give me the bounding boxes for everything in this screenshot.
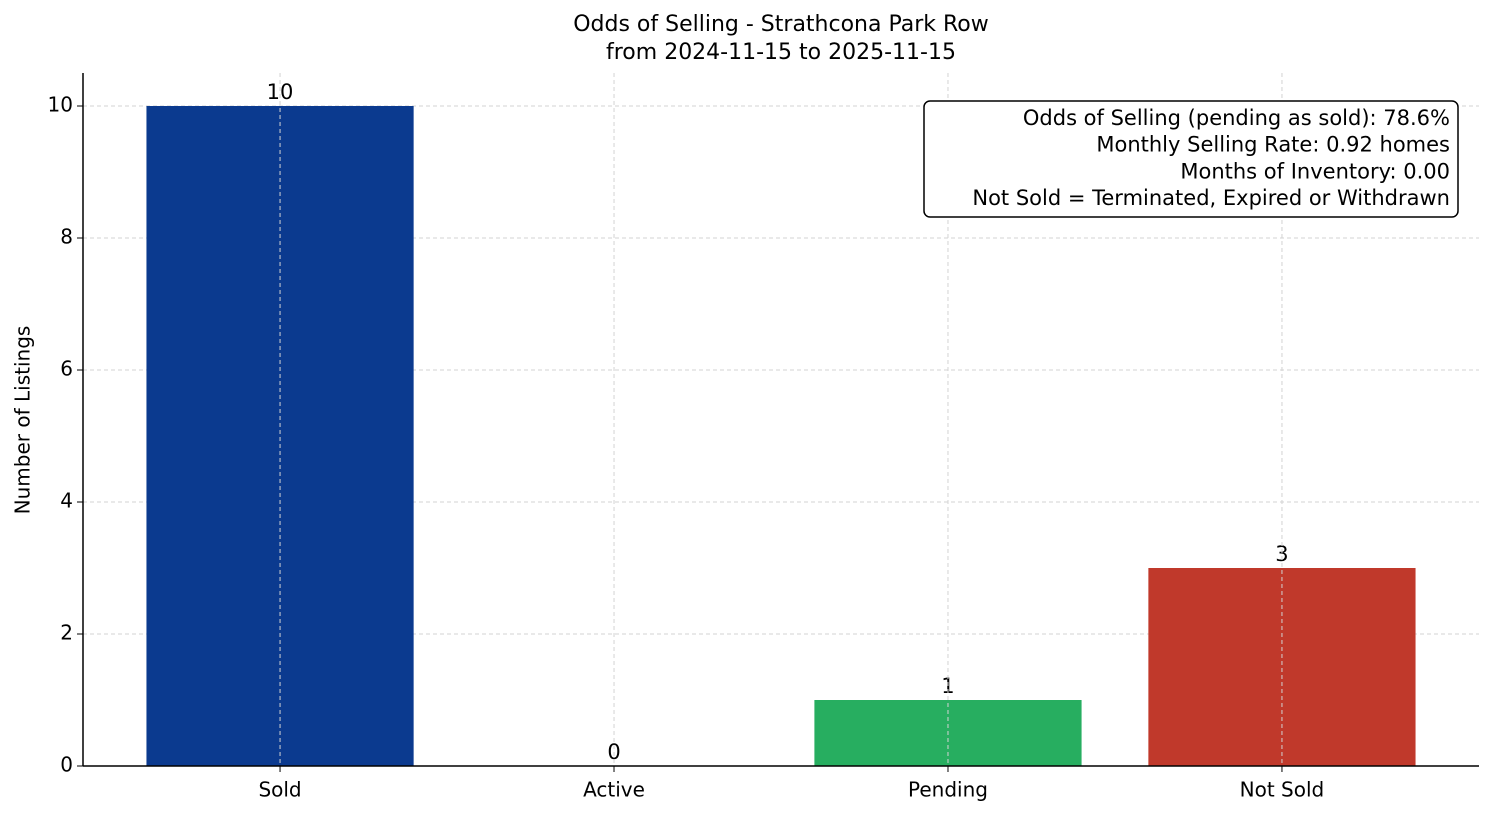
y-tick-label: 6	[60, 357, 73, 381]
y-tick-label: 8	[60, 225, 73, 249]
chart-title: Odds of Selling - Strathcona Park Row	[573, 12, 989, 37]
value-label: 3	[1275, 542, 1288, 566]
annotation-box	[923, 100, 1459, 218]
chart-subtitle: from 2024-11-15 to 2025-11-15	[606, 40, 956, 65]
bar	[146, 106, 414, 766]
annotation: Not Sold = Terminated, Expired or Withdr…	[972, 186, 1450, 210]
y-tick-label: 0	[60, 753, 73, 777]
x-tick-label: Not Sold	[1240, 778, 1325, 802]
y-tick-label: 10	[48, 93, 73, 117]
x-tick-label: Sold	[258, 778, 301, 802]
y-tick-label: 4	[60, 489, 73, 513]
x-tick-label: Pending	[908, 778, 988, 802]
annotation: Months of Inventory: 0.00	[1180, 159, 1450, 183]
bar	[1148, 568, 1416, 766]
x-tick-label: Active	[583, 778, 645, 802]
annotation: Monthly Selling Rate: 0.92 homes	[1096, 133, 1450, 157]
y-tick-label: 2	[60, 621, 73, 645]
y-axis-label: Number of Listings	[11, 326, 35, 515]
annotation: Odds of Selling (pending as sold): 78.6%	[1023, 106, 1450, 130]
